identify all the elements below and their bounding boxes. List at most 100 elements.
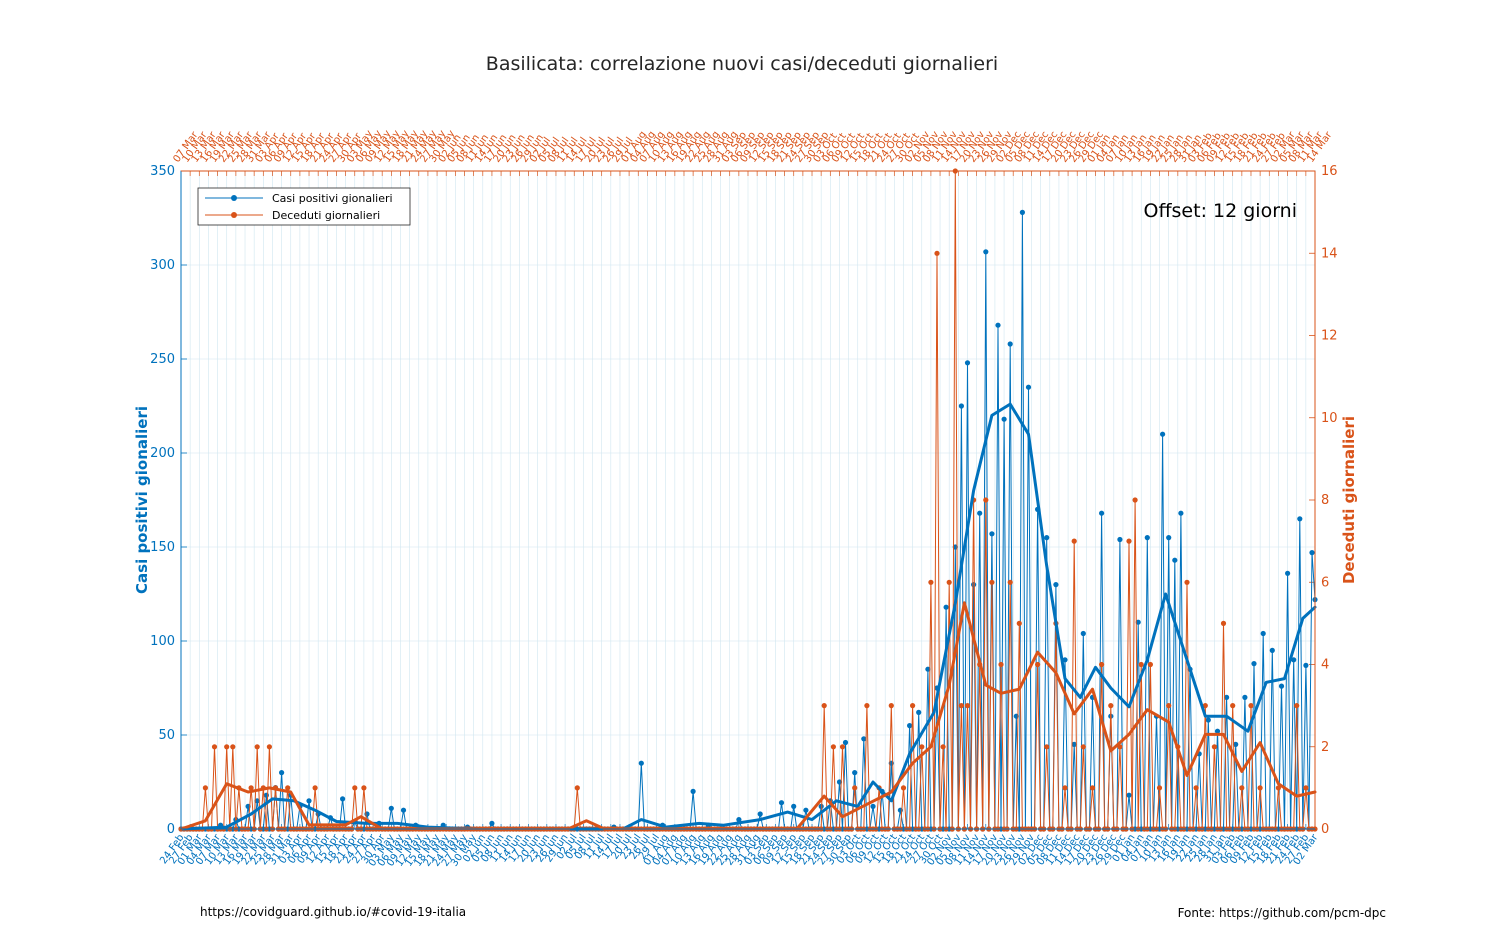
data-point	[1178, 510, 1184, 516]
data-point	[821, 703, 827, 709]
data-point	[1160, 431, 1166, 437]
data-point	[1035, 661, 1041, 668]
data-point	[254, 744, 260, 750]
data-point	[989, 579, 995, 585]
data-point	[1257, 785, 1263, 791]
y-tick-label-right: 0	[1321, 822, 1329, 837]
data-point	[1099, 510, 1105, 516]
data-point	[934, 250, 940, 256]
data-point	[907, 723, 913, 729]
data-point	[1211, 744, 1217, 750]
data-point	[279, 770, 285, 776]
data-point	[1126, 792, 1132, 798]
data-point	[1108, 703, 1114, 709]
y-tick-label-right: 2	[1321, 740, 1329, 755]
data-point	[1239, 785, 1245, 791]
data-point	[1071, 741, 1077, 748]
y-tick-label-left: 50	[158, 728, 175, 743]
data-point	[989, 531, 995, 537]
data-point	[285, 785, 291, 791]
y-tick-label-left: 250	[150, 352, 175, 367]
data-point	[1135, 619, 1141, 625]
data-point	[818, 803, 824, 810]
data-point	[736, 817, 742, 823]
data-point	[852, 785, 858, 791]
footer-data-credit: Fonte: https://github.com/pcm-dpc	[1178, 906, 1386, 920]
legend-marker-deaths	[231, 212, 237, 218]
data-point	[1251, 661, 1257, 667]
data-point	[1016, 620, 1022, 627]
data-point	[998, 661, 1004, 668]
data-point	[870, 803, 876, 810]
data-point	[361, 785, 367, 791]
data-point	[1117, 536, 1123, 543]
data-point	[1297, 516, 1303, 522]
data-point	[888, 703, 894, 709]
data-point	[964, 703, 971, 709]
footer-source-link[interactable]: https://covidguard.github.io/#covid-19-i…	[200, 905, 466, 919]
y-tick-label-right: 10	[1321, 411, 1338, 426]
data-point	[1132, 497, 1138, 503]
smoothed-line-3	[179, 601, 1317, 831]
data-point	[1053, 582, 1059, 588]
data-point	[1080, 744, 1086, 750]
y-tick-label-right: 12	[1321, 329, 1338, 344]
data-point	[1220, 620, 1227, 627]
data-point	[1071, 538, 1077, 544]
data-point	[1278, 683, 1285, 689]
y-tick-label-right: 6	[1321, 575, 1329, 590]
data-point	[352, 785, 358, 791]
data-point	[211, 744, 218, 750]
data-point	[791, 803, 797, 810]
data-point	[1166, 703, 1172, 709]
data-point	[266, 744, 272, 750]
data-point	[400, 807, 407, 813]
data-point	[1193, 785, 1199, 791]
data-point	[248, 785, 254, 791]
data-point	[971, 582, 977, 588]
data-point	[940, 744, 946, 750]
data-point	[312, 785, 318, 791]
data-point	[1172, 557, 1178, 563]
data-point	[1303, 785, 1309, 791]
data-point	[1285, 570, 1291, 576]
data-point	[340, 796, 346, 802]
data-point	[1062, 657, 1068, 663]
data-point	[1303, 662, 1309, 669]
data-point	[1248, 703, 1254, 709]
data-point	[1138, 661, 1144, 668]
data-point	[1099, 661, 1105, 668]
data-point	[900, 785, 907, 791]
data-point	[1044, 535, 1050, 541]
y-tick-label-left: 300	[150, 258, 175, 273]
data-point	[1309, 550, 1315, 556]
data-point	[1269, 647, 1275, 654]
data-point	[995, 322, 1001, 328]
y-tick-label-right: 8	[1321, 493, 1329, 508]
chart-title: Basilicata: correlazione nuovi casi/dece…	[486, 53, 998, 75]
data-point	[852, 770, 858, 776]
y-tick-label-left: 100	[150, 634, 175, 649]
data-point	[263, 792, 269, 798]
data-point	[1205, 717, 1211, 723]
data-point	[1001, 416, 1007, 422]
y-tick-label-left: 200	[150, 446, 175, 461]
data-point	[1147, 661, 1153, 668]
data-point	[943, 604, 949, 610]
data-point	[638, 760, 644, 766]
data-point	[1007, 579, 1013, 585]
data-point	[983, 249, 989, 255]
data-point	[946, 579, 952, 585]
y-tick-label-left: 350	[150, 164, 175, 179]
legend-label-deaths: Deceduti giornalieri	[272, 209, 380, 222]
data-point	[964, 360, 971, 366]
data-point	[202, 785, 208, 791]
legend-box	[197, 187, 411, 226]
data-point	[306, 798, 312, 804]
data-point	[1007, 341, 1013, 347]
data-point	[916, 709, 922, 716]
data-point	[757, 811, 763, 817]
data-point	[1242, 694, 1248, 701]
